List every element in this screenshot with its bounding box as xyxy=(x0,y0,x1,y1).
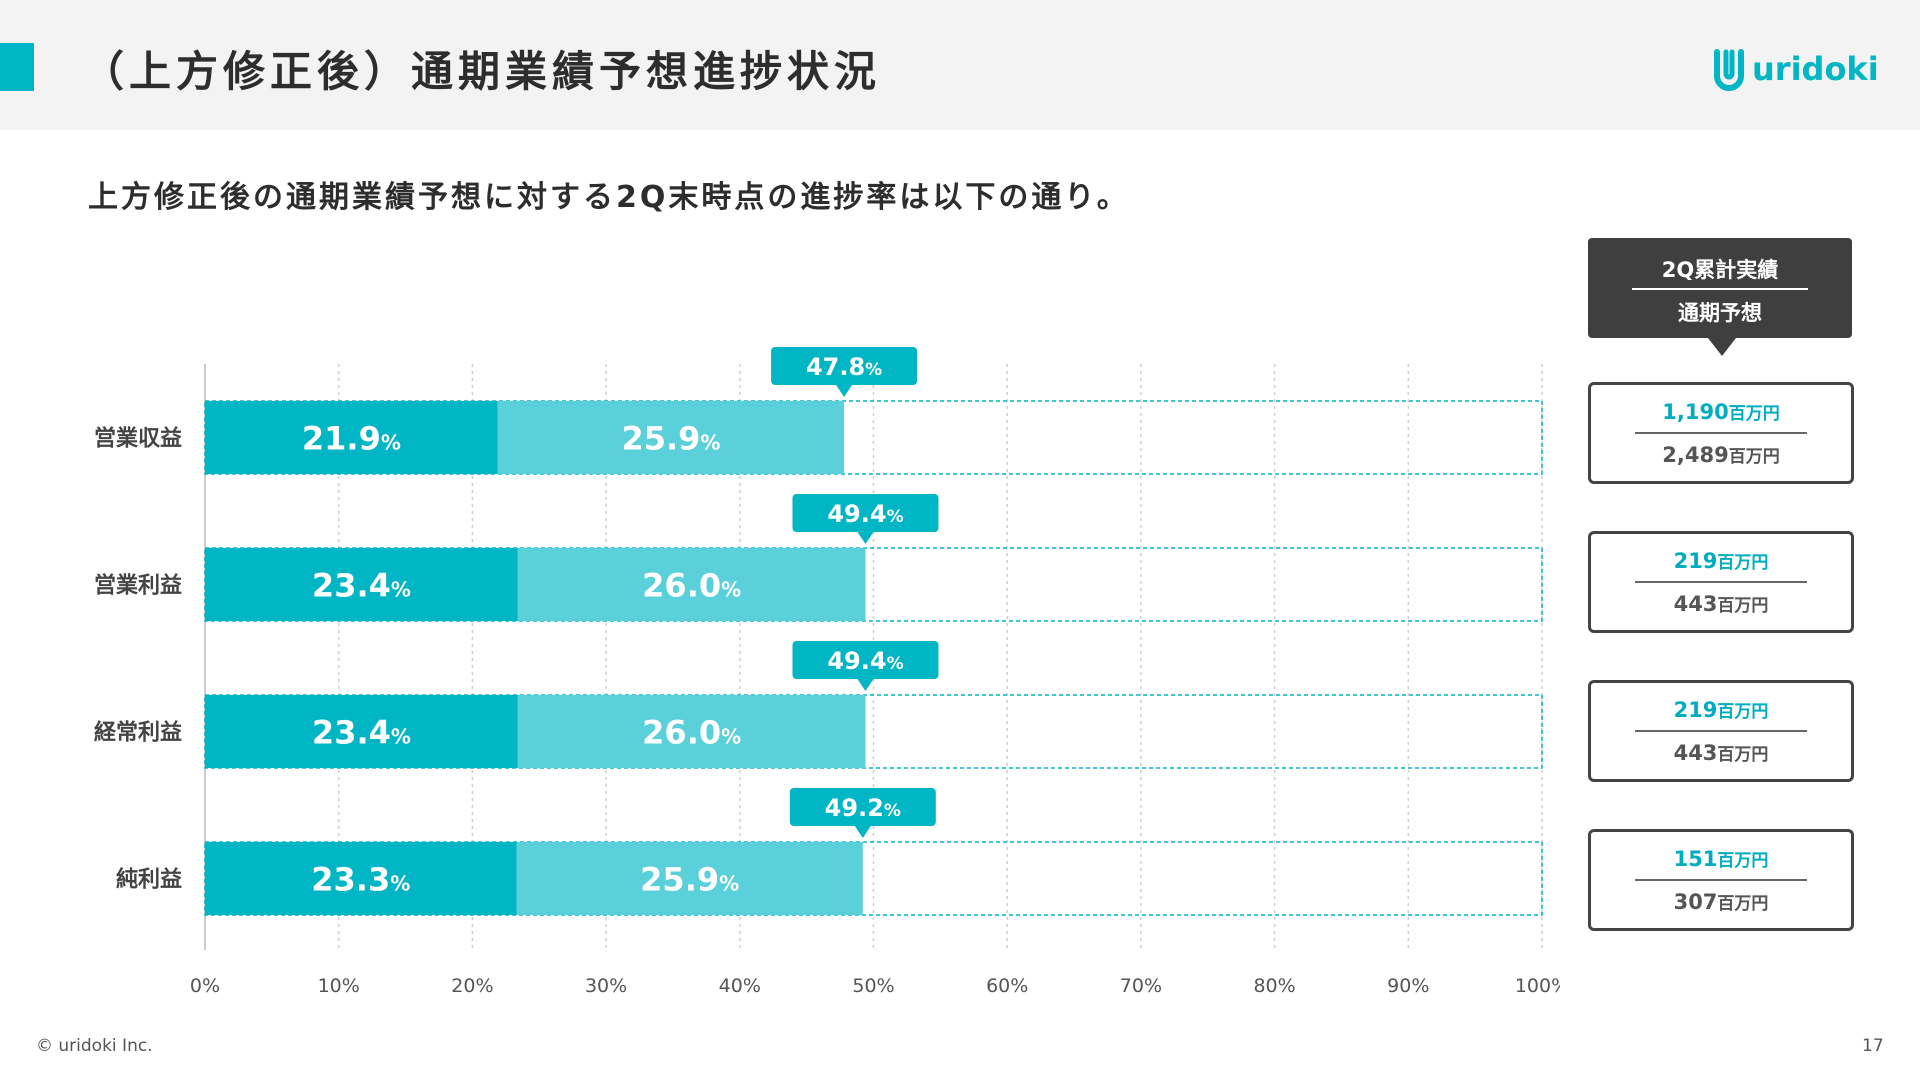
target-outline xyxy=(204,841,1543,916)
actual-value: 219 xyxy=(1673,549,1718,573)
forecast-value: 443 xyxy=(1673,741,1718,765)
logo: uridoki xyxy=(1712,44,1879,94)
forecast-value: 307 xyxy=(1673,890,1718,914)
total-callout-pointer xyxy=(854,826,871,838)
forecast-unit: 百万円 xyxy=(1717,745,1769,765)
forecast-unit: 百万円 xyxy=(1717,894,1769,914)
uridoki-logo-icon xyxy=(1714,49,1744,91)
forecast-value: 2,489 xyxy=(1662,443,1729,467)
total-callout-label: 47.8% xyxy=(806,353,882,381)
total-callout-pointer xyxy=(857,679,874,691)
page-number: 17 xyxy=(1862,1036,1884,1056)
x-tick-label: 100% xyxy=(1515,975,1560,997)
bar-actual-q2 xyxy=(516,842,863,915)
total-callout-box xyxy=(792,494,939,532)
target-outline xyxy=(204,547,1543,622)
x-tick-label: 10% xyxy=(318,975,360,997)
segment-label: 26.0% xyxy=(642,714,741,752)
target-outline xyxy=(204,400,1543,475)
total-callout-label: 49.4% xyxy=(827,647,903,675)
logo-text: uridoki xyxy=(1752,50,1879,88)
forecast-value: 443 xyxy=(1673,592,1718,616)
value-divider xyxy=(1635,730,1807,732)
actual-unit: 百万円 xyxy=(1728,404,1780,424)
x-tick-label: 30% xyxy=(585,975,627,997)
x-tick-label: 80% xyxy=(1253,975,1295,997)
value-box: 219百万円 443百万円 xyxy=(1588,680,1854,782)
value-box: 1,190百万円 2,489百万円 xyxy=(1588,382,1854,484)
actual-unit: 百万円 xyxy=(1717,702,1769,722)
value-divider xyxy=(1635,879,1807,881)
value-divider xyxy=(1635,432,1807,434)
header-bar: （上方修正後）通期業績予想進捗状況 uridoki xyxy=(0,0,1920,130)
actual-value: 151 xyxy=(1673,847,1718,871)
segment-label: 25.9% xyxy=(621,420,720,458)
actual-unit: 百万円 xyxy=(1717,553,1769,573)
target-outline xyxy=(204,694,1543,769)
total-callout-box xyxy=(792,641,939,679)
total-callout-label: 49.4% xyxy=(827,500,903,528)
legend-forecast-label: 通期予想 xyxy=(1678,301,1762,325)
bar-actual-q2 xyxy=(497,401,845,474)
progress-chart: 0% 10% 20% 30% 40% 50% 60% 70% 80% 90% 100% 営業収益 21.… xyxy=(94,347,1560,997)
category-label: 経常利益 xyxy=(94,720,182,746)
legend-pointer xyxy=(1708,338,1736,356)
x-tick-label: 40% xyxy=(719,975,761,997)
category-label: 営業利益 xyxy=(94,573,182,599)
title-accent-block xyxy=(0,43,34,91)
value-divider xyxy=(1635,581,1807,583)
actual-value: 219 xyxy=(1673,698,1718,722)
segment-label: 23.4% xyxy=(312,714,411,752)
bar-actual-q1 xyxy=(205,401,498,474)
bar-actual-q2 xyxy=(517,695,866,768)
bar-actual-q1 xyxy=(205,695,518,768)
segment-label: 21.9% xyxy=(302,420,401,458)
category-label: 純利益 xyxy=(116,867,182,893)
actual-unit: 百万円 xyxy=(1717,851,1769,871)
forecast-unit: 百万円 xyxy=(1717,596,1769,616)
x-tick-label: 70% xyxy=(1120,975,1162,997)
x-tick-label: 60% xyxy=(986,975,1028,997)
legend-actual-label: 2Q累計実績 xyxy=(1661,258,1779,282)
x-tick-label: 20% xyxy=(451,975,493,997)
value-box: 219百万円 443百万円 xyxy=(1588,531,1854,633)
bar-actual-q1 xyxy=(205,548,518,621)
total-callout-box xyxy=(789,788,936,826)
total-callout-pointer xyxy=(836,385,853,397)
segment-label: 23.3% xyxy=(311,861,410,899)
legend-box: 2Q累計実績 通期予想 xyxy=(1588,238,1852,338)
page-title: （上方修正後）通期業績予想進捗状況 xyxy=(82,47,882,96)
total-callout-box xyxy=(771,347,918,385)
value-box: 151百万円 307百万円 xyxy=(1588,829,1854,931)
x-tick-label: 0% xyxy=(190,975,220,997)
bar-actual-q2 xyxy=(517,548,866,621)
segment-label: 26.0% xyxy=(642,567,741,605)
actual-value: 1,190 xyxy=(1662,400,1729,424)
x-tick-label: 50% xyxy=(852,975,894,997)
segment-label: 23.4% xyxy=(312,567,411,605)
segment-label: 25.9% xyxy=(640,861,739,899)
forecast-unit: 百万円 xyxy=(1728,447,1780,467)
legend-divider xyxy=(1632,288,1808,290)
bar-actual-q1 xyxy=(205,842,517,915)
total-callout-label: 49.2% xyxy=(825,794,901,822)
x-tick-label: 90% xyxy=(1387,975,1429,997)
category-label: 営業収益 xyxy=(94,426,182,452)
copyright: © uridoki Inc. xyxy=(36,1036,153,1056)
subtitle: 上方修正後の通期業績予想に対する2Q末時点の進捗率は以下の通り。 xyxy=(88,180,1130,215)
total-callout-pointer xyxy=(857,532,874,544)
